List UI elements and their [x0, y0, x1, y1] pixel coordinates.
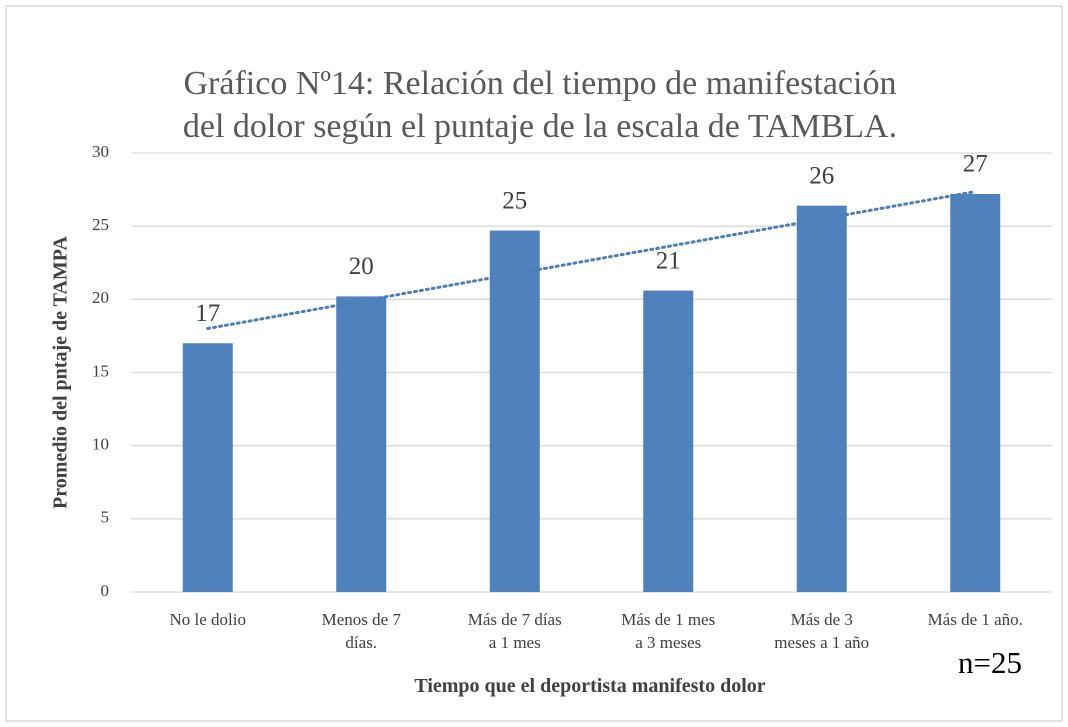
- x-axis-title: Tiempo que el deportista manifesto dolor: [414, 675, 766, 697]
- data-label: 25: [502, 187, 527, 214]
- bar: [336, 296, 387, 592]
- annotation: n=25: [958, 645, 1022, 680]
- data-label: 21: [656, 247, 681, 274]
- bar: [950, 193, 1001, 592]
- x-tick-label: Menos de 7 días.: [321, 610, 401, 652]
- x-tick-label: No le dolio: [169, 610, 247, 629]
- y-tick-label: 10: [92, 435, 109, 454]
- y-tick-label: 15: [92, 361, 109, 380]
- y-tick-label: 0: [101, 581, 110, 600]
- y-tick-label: 25: [92, 215, 109, 234]
- bar: [182, 343, 233, 592]
- y-tick-label: 5: [101, 508, 110, 527]
- trendline: [206, 190, 977, 331]
- chart-title: Gráfico Nº14: Relación del tiempo de man…: [182, 65, 898, 145]
- data-label: 27: [963, 151, 988, 178]
- x-tick-label: Más de 1 año.: [927, 610, 1023, 629]
- data-label: 20: [349, 253, 374, 280]
- x-tick-label: Más de 3 meses a 1 año: [774, 610, 870, 652]
- bar: [796, 205, 847, 592]
- x-tick-label: Más de 1 mes a 3 meses: [621, 610, 716, 652]
- bar: [643, 290, 694, 592]
- y-tick-label: 30: [92, 142, 109, 161]
- data-label: 26: [809, 162, 834, 189]
- y-tick-label: 20: [92, 288, 109, 307]
- data-label: 17: [195, 300, 220, 327]
- bar: [489, 230, 540, 592]
- y-axis-title: Promedio del pntaje de TAMPA: [50, 235, 72, 508]
- x-tick-label: Más de 7 días a 1 mes: [467, 610, 562, 652]
